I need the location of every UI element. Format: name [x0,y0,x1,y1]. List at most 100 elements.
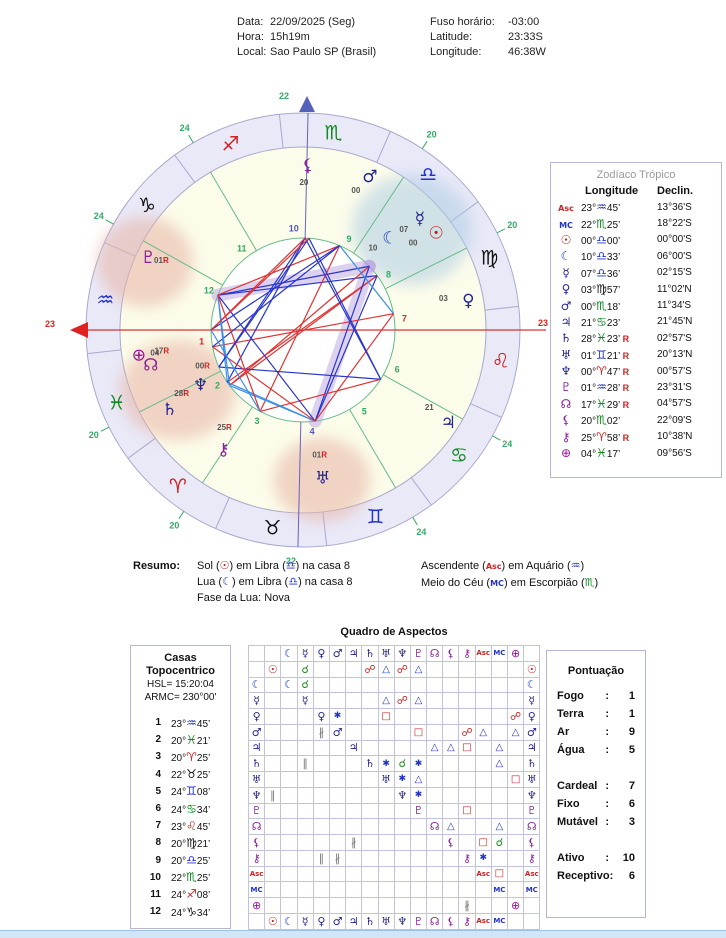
cusp-degree-label: 24 [180,123,190,133]
air-glyph: ♎ [285,559,296,572]
house-cusp-line [202,406,253,484]
empty-cell [427,835,444,851]
empty-cell [265,740,282,757]
asc-icon: Asc [475,646,492,662]
mcx-glyph: MC [490,579,504,588]
score-row-receptivo: Receptivo: 6 [547,867,645,885]
empty-cell [265,772,282,788]
longitude-column-header: Longitude [585,185,639,197]
empty-cell [329,819,347,835]
empty-cell [362,693,379,709]
planet-degree-label: 03 [439,294,448,303]
empty-cell [281,882,298,898]
aspect-sex-icon: ✱ [475,850,492,867]
house-number: 4 [155,768,161,780]
empty-cell [443,709,460,725]
longitude-value: 28°♓23’ R [581,331,630,346]
sign-glyph: ♓ [108,390,126,414]
empty-cell [410,835,428,851]
resumo-text: ) [594,577,599,589]
empty-cell [427,866,444,883]
empty-cell [329,898,347,914]
score-value: 10 [622,852,635,864]
empty-cell [491,803,508,820]
empty-cell [410,866,428,883]
empty-cell [313,677,330,694]
saturn-icon: ♄ [524,756,541,772]
score-label: Ar [557,726,570,738]
node-icon: ☊ [560,396,572,411]
aspect-line-tri [218,237,306,368]
declination-value: 11°34'S [657,300,692,312]
longitude-value: 21°♋23’ [581,314,621,329]
mars-icon: ♂ [329,913,347,930]
planet-glyph-lilith: ⚸ [302,156,314,176]
aspect-tri-icon: △ [491,740,508,757]
declination-value: 21°45'N [657,316,693,328]
aspect-squ-icon: □ [378,709,395,725]
empty-cell [410,850,428,867]
zodiac-row-saturn: ♄ 28°♓23’ R 02°57'S [551,330,721,346]
resumo-text: Meio do Céu ( [421,577,491,589]
empty-cell [346,772,363,788]
empty-cell [346,866,363,883]
emphasis-blob [274,438,370,522]
empty-cell [281,740,298,757]
score-colon: : [605,744,609,756]
empty-cell [394,740,411,757]
declination-value: 04°57'S [657,398,692,410]
empty-cell [297,787,314,804]
aspect-tri-icon: △ [475,724,492,741]
empty-cell [443,898,460,914]
data-label: Data: [237,16,264,28]
score-value: 6 [628,870,635,882]
aspect-opp-icon: ☍ [508,709,525,725]
score-value: 5 [628,744,635,756]
score-row-mutável: Mutável: 3 [547,813,645,831]
empty-cell [459,819,476,835]
empty-cell [297,898,314,914]
aspect-line-sex [217,295,231,386]
house-row-1: 1 23°♒45’ [131,714,230,731]
sun-icon: ☉ [524,661,541,678]
aspect-tri-icon: △ [378,661,395,678]
empty-cell [313,882,330,898]
empty-cell [313,819,330,835]
jupiter-icon: ♃ [346,646,363,662]
sign-glyph: ♍ [480,246,498,270]
house-cusp-value: 22°♏25’ [171,870,211,885]
empty-cell [443,803,460,820]
empty-cell [427,661,444,678]
empty-cell [378,866,395,883]
empty-cell [346,693,363,709]
resumo-text: Lua ( [197,576,223,588]
declination-value: 10°38'N [657,431,693,443]
empty-cell [459,677,476,694]
empty-cell [329,740,347,757]
score-label: Terra [557,708,584,720]
empty-cell [346,709,363,725]
empty-cell [297,740,314,757]
empty-cell [281,772,298,788]
score-panel: Pontuação Fogo: 1 Terra: 1 Ar: 9 Água: 5 Cardeal… [546,650,646,918]
mars-icon: ♂ [329,646,347,662]
empty-cell [281,898,298,914]
sign-glyph: ♊ [367,504,385,528]
aspect-sex-icon: ✱ [329,709,347,725]
resumo-label: Resumo: [133,560,181,572]
aspect-line-sex [229,384,316,422]
empty-cell [443,882,460,898]
jupiter-icon: ♃ [346,913,363,930]
empty-cell [313,756,330,772]
aspect-cpar-icon: ∦ [313,724,330,741]
score-colon: : [605,708,609,720]
empty-cell [265,850,282,867]
aspect-squ-icon: □ [475,835,492,851]
house-number: 1 [155,717,161,729]
empty-cell [508,693,525,709]
house-cusp-line [353,176,404,254]
lilith-icon: ⚸ [249,835,266,851]
longitude-value: 10°♎33’ [581,249,621,264]
zodiac-row-node: ☊ 17°♓29’ R 04°57'S [551,396,721,412]
emphasis-blob [352,175,472,285]
